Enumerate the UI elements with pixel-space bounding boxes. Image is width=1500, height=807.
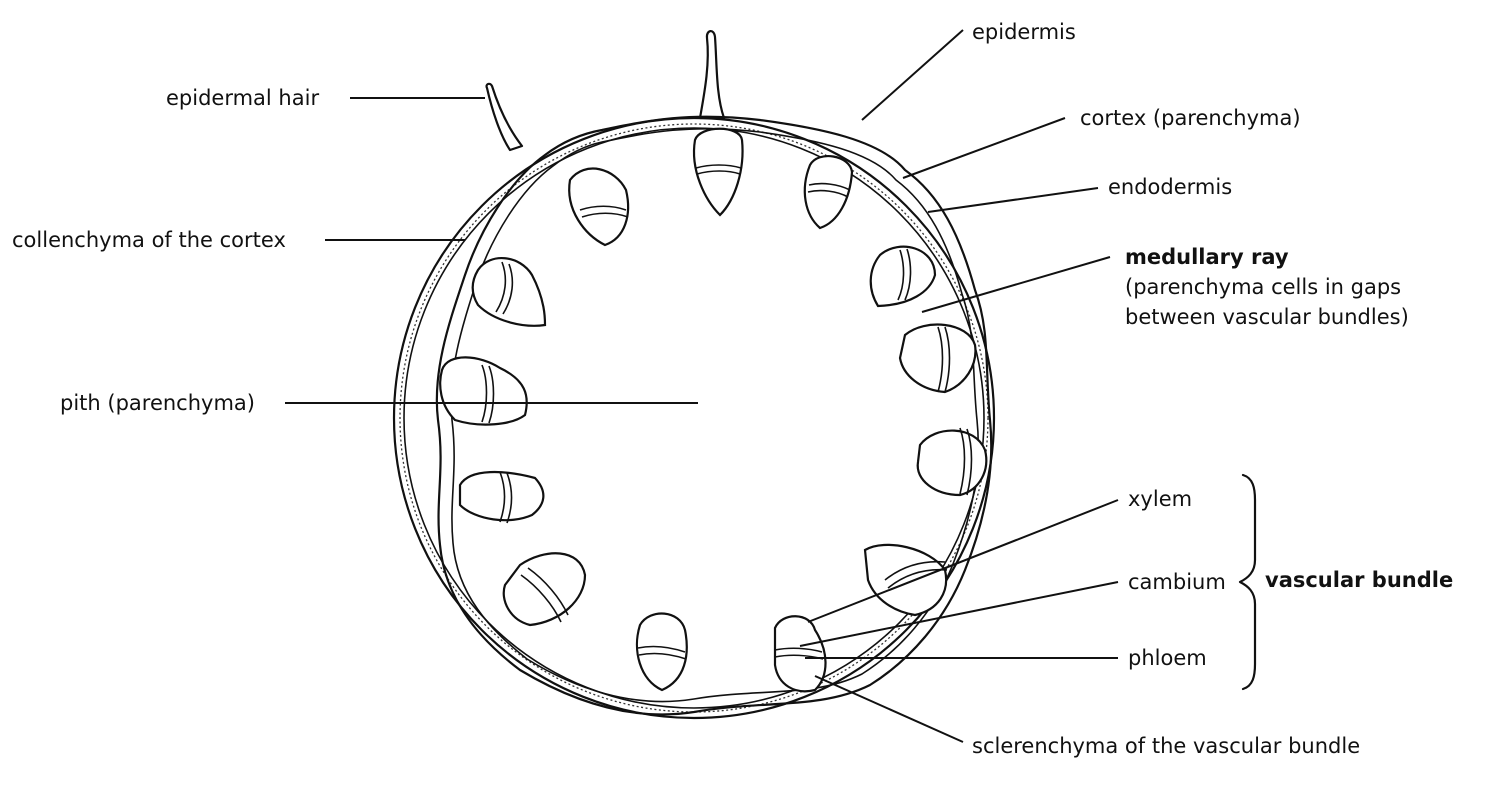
leader-sclerenchyma — [814, 675, 964, 743]
vascular-bundle-8 — [916, 427, 988, 497]
label-epidermal-hair: epidermal hair — [166, 86, 320, 110]
vascular-bundle-1 — [692, 127, 744, 217]
epidermis-inner-ring — [403, 127, 985, 709]
leader-medullary-ray — [921, 256, 1111, 313]
vascular-bundle-9 — [458, 471, 545, 524]
label-medullary-ray: medullary ray — [1125, 245, 1289, 269]
vascular-bundle-brace — [1238, 473, 1257, 691]
label-epidermis: epidermis — [972, 20, 1076, 44]
vascular-bundle-12 — [635, 612, 688, 692]
epidermis-dotted-ring — [399, 123, 989, 713]
label-medullary-ray-line1: (parenchyma cells in gaps — [1125, 275, 1402, 299]
label-vascular-bundle: vascular bundle — [1265, 568, 1454, 592]
vascular-bundle-6 — [898, 323, 977, 394]
label-medullary-ray-line2: between vascular bundles) — [1125, 305, 1409, 329]
label-cortex: cortex (parenchyma) — [1080, 106, 1301, 130]
endodermis-outline — [435, 115, 993, 716]
label-sclerenchyma: sclerenchyma of the vascular bundle — [972, 734, 1361, 758]
epidermal-hair-left — [485, 82, 524, 152]
vascular-bundle-2 — [803, 155, 854, 230]
vascular-bundle-5 — [471, 256, 547, 327]
label-collenchyma: collenchyma of the cortex — [12, 228, 286, 252]
vascular-bundle-4 — [869, 245, 937, 308]
leader-epidermis — [861, 29, 964, 121]
vascular-bundle-3 — [568, 167, 630, 247]
label-phloem: phloem — [1128, 646, 1207, 670]
leader-cambium — [799, 581, 1119, 647]
leader-cortex — [902, 117, 1066, 179]
label-endodermis: endodermis — [1108, 175, 1233, 199]
label-pith: pith (parenchyma) — [60, 391, 255, 415]
epidermal-hair-top — [698, 30, 726, 120]
label-xylem: xylem — [1128, 487, 1193, 511]
vascular-bundle-7 — [439, 356, 528, 426]
leader-xylem — [807, 499, 1119, 623]
vascular-bundle-13 — [773, 615, 827, 693]
vascular-bundle-10 — [863, 543, 948, 617]
leader-endodermis — [927, 187, 1099, 213]
label-cambium: cambium — [1128, 570, 1226, 594]
vascular-bundle-11 — [502, 552, 587, 627]
